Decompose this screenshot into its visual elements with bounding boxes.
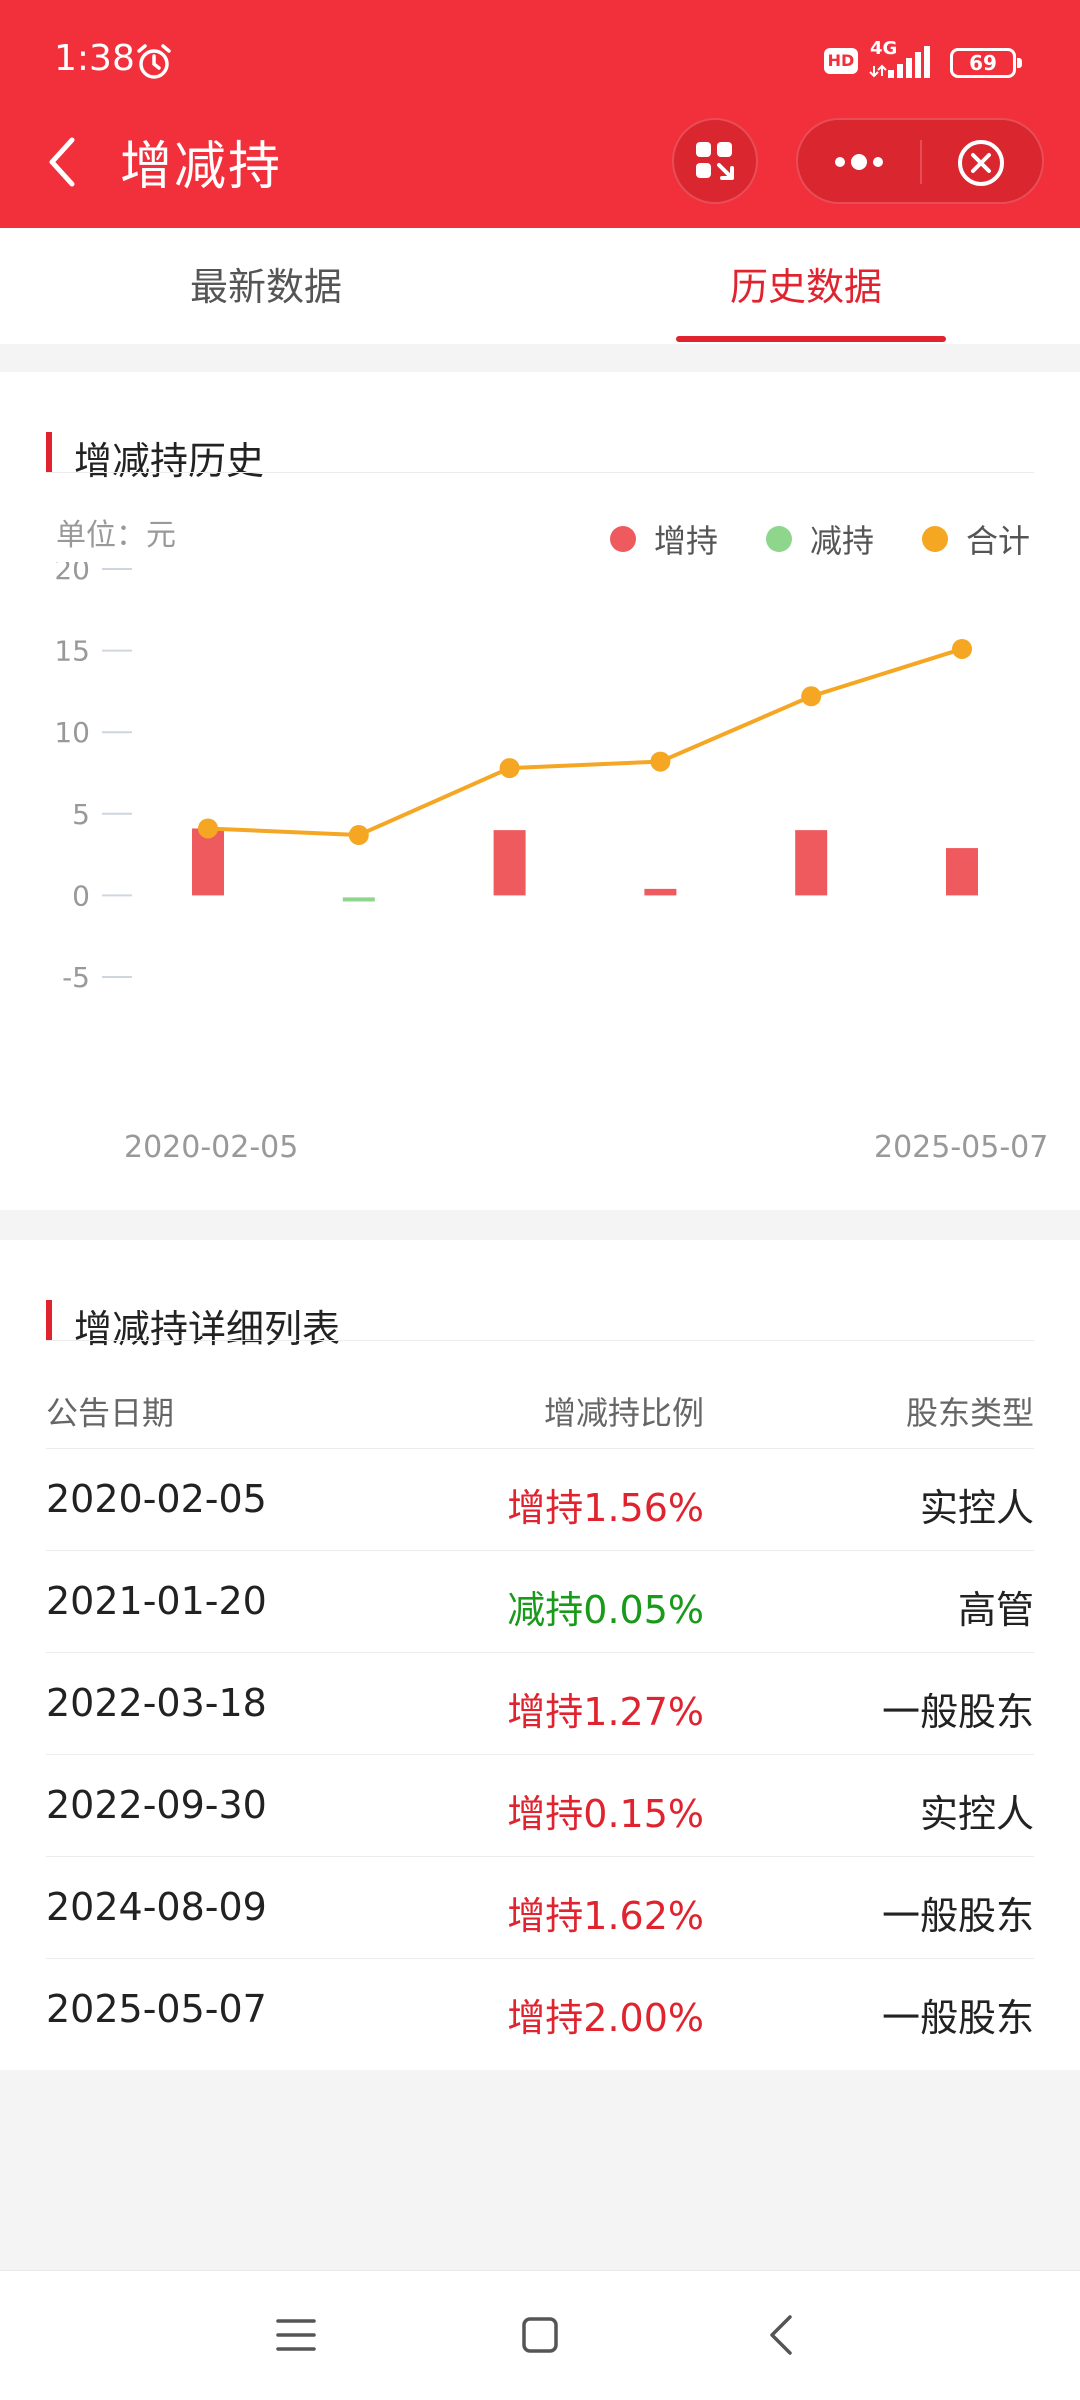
total-line (207, 647, 963, 838)
column-header-date: 公告日期 (46, 1394, 175, 1432)
table-row[interactable]: 2025-05-07 增持2.00% 一般股东 (46, 1958, 1034, 2060)
row-holder-type: 一般股东 (881, 1996, 1034, 2040)
section-divider (46, 1340, 1034, 1341)
total-point (952, 638, 972, 659)
bar-increase (946, 848, 978, 896)
menu-icon[interactable] (276, 2317, 316, 2353)
table-row[interactable]: 2021-01-20 减持0.05% 高管 (46, 1550, 1034, 1652)
legend-decrease-dot (766, 526, 792, 552)
table-header: 公告日期 增减持比例 股东类型 (46, 1388, 1034, 1448)
battery-level: 69 (969, 51, 997, 75)
legend-increase-dot (610, 526, 636, 552)
hd-badge-icon: HD (824, 48, 858, 74)
row-date: 2022-03-18 (46, 1681, 267, 1725)
app-header: 1:38 HD 4G 69 增减持 (0, 0, 1080, 228)
y-tick-label: -5 (62, 961, 90, 994)
back-arrow-icon[interactable] (42, 132, 82, 192)
legend-total-label: 合计 (966, 522, 1031, 560)
mini-program-grid-button[interactable] (672, 118, 758, 204)
row-date: 2025-05-07 (46, 1987, 267, 2031)
total-point (499, 758, 520, 779)
y-tick-label: 15 (54, 635, 90, 668)
tab-history-data[interactable]: 历史数据 (730, 265, 883, 309)
bar-increase (493, 830, 526, 896)
row-ratio: 增持0.15% (507, 1792, 704, 1836)
row-holder-type: 一般股东 (881, 1894, 1034, 1938)
holdings-change-chart[interactable]: 20 15 10 5 0 -5 (0, 562, 1080, 1122)
total-point (348, 825, 369, 846)
row-holder-type: 一般股东 (881, 1690, 1034, 1734)
mini-program-capsule (796, 118, 1044, 204)
chart-section: 增减持历史 单位：元 增持 减持 合计 20 15 10 5 0 -5 2020-02-0… (0, 372, 1080, 1210)
capsule-divider (920, 140, 922, 184)
more-options-icon[interactable] (828, 145, 890, 179)
y-tick-label: 20 (54, 562, 90, 586)
row-date: 2021-01-20 (46, 1579, 267, 1623)
back-icon[interactable] (766, 2313, 796, 2357)
page-title: 增减持 (120, 137, 283, 197)
section-accent-bar (46, 1300, 52, 1340)
home-icon[interactable] (520, 2315, 560, 2355)
total-point (198, 818, 218, 839)
grid-apps-icon (696, 142, 734, 180)
row-holder-type: 高管 (957, 1588, 1034, 1632)
bar-increase (795, 830, 828, 896)
battery-icon: 69 (950, 48, 1022, 78)
table-section-title: 增减持详细列表 (74, 1307, 341, 1351)
chart-unit-label: 单位：元 (56, 518, 176, 553)
table-row[interactable]: 2024-08-09 增持1.62% 一般股东 (46, 1856, 1034, 1958)
row-ratio: 增持1.56% (507, 1486, 704, 1530)
row-ratio: 增持1.62% (507, 1894, 704, 1938)
tab-latest-data[interactable]: 最新数据 (190, 265, 343, 309)
section-divider (46, 472, 1034, 473)
detail-table-section: 增减持详细列表 公告日期 增减持比例 股东类型 2020-02-05 增持1.5… (0, 1240, 1080, 2070)
total-point (650, 751, 671, 772)
x-axis-end-label: 2025-05-07 (874, 1130, 1049, 1165)
row-date: 2020-02-05 (46, 1477, 267, 1521)
status-time: 1:38 (54, 38, 135, 79)
signal-strength-icon (869, 46, 930, 78)
column-header-ratio: 增减持比例 (543, 1394, 704, 1432)
active-tab-indicator (676, 336, 946, 342)
alarm-clock-icon (137, 44, 171, 79)
system-navigation-bar (0, 2270, 1080, 2400)
x-axis-start-label: 2020-02-05 (124, 1130, 299, 1165)
table-row[interactable]: 2022-09-30 增持0.15% 实控人 (46, 1754, 1034, 1856)
table-row[interactable]: 2020-02-05 增持1.56% 实控人 (46, 1448, 1034, 1550)
row-ratio: 增持1.27% (507, 1690, 704, 1734)
tab-bar: 最新数据 历史数据 (0, 228, 1080, 344)
bar-decrease (342, 897, 375, 902)
legend-total-dot (922, 526, 948, 552)
bar-increase (192, 828, 224, 896)
y-tick-label: 0 (72, 879, 90, 912)
legend-decrease-label: 减持 (810, 522, 875, 560)
row-ratio: 减持0.05% (507, 1588, 704, 1632)
row-ratio: 增持2.00% (507, 1996, 704, 2040)
column-header-holder-type: 股东类型 (905, 1394, 1034, 1432)
close-circle-icon[interactable] (956, 138, 1006, 188)
row-date: 2024-08-09 (46, 1885, 267, 1929)
row-holder-type: 实控人 (919, 1792, 1034, 1836)
row-date: 2022-09-30 (46, 1783, 267, 1827)
chart-section-title: 增减持历史 (74, 439, 265, 483)
y-tick-label: 5 (72, 798, 90, 831)
section-accent-bar (46, 432, 52, 472)
y-tick-label: 10 (54, 716, 90, 749)
row-holder-type: 实控人 (919, 1486, 1034, 1530)
table-row[interactable]: 2022-03-18 增持1.27% 一般股东 (46, 1652, 1034, 1754)
network-type: 4G (870, 38, 898, 59)
legend-increase-label: 增持 (654, 522, 719, 560)
bar-increase (644, 888, 677, 896)
total-point (801, 686, 822, 707)
